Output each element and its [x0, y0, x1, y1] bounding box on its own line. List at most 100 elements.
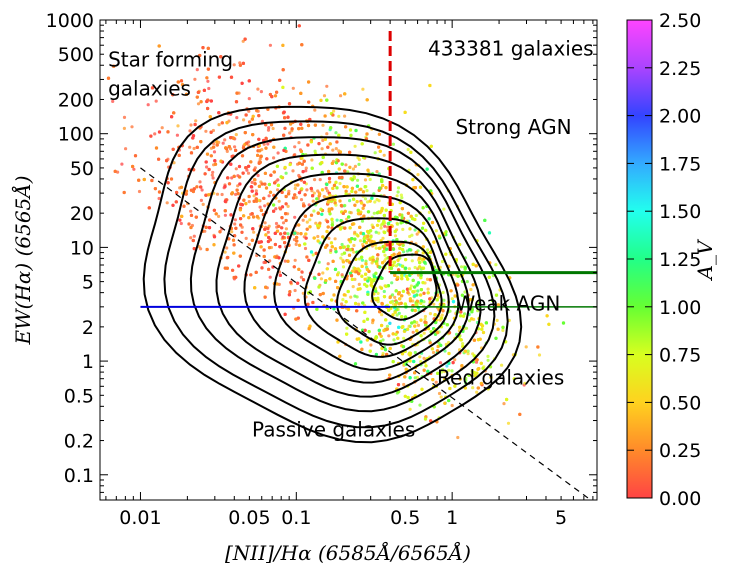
- scatter-point: [286, 204, 290, 208]
- scatter-point: [461, 342, 465, 346]
- scatter-point: [217, 123, 221, 127]
- scatter-point: [229, 213, 233, 217]
- scatter-point: [524, 345, 528, 349]
- scatter-point: [266, 230, 270, 234]
- scatter-point: [286, 259, 290, 263]
- scatter-point: [423, 314, 427, 319]
- scatter-point: [226, 255, 230, 260]
- scatter-point: [124, 147, 128, 151]
- scatter-point: [253, 178, 257, 182]
- scatter-point: [189, 213, 194, 217]
- scatter-point: [157, 196, 161, 201]
- scatter-point: [227, 182, 232, 186]
- scatter-point: [344, 163, 348, 167]
- scatter-point: [357, 302, 361, 306]
- scatter-point: [327, 236, 331, 240]
- scatter-point: [436, 371, 440, 375]
- scatter-point: [382, 219, 386, 223]
- scatter-point: [329, 248, 333, 252]
- scatter-point: [235, 188, 239, 192]
- scatter-point: [243, 131, 247, 135]
- scatter-point: [297, 24, 301, 28]
- scatter-point: [383, 224, 387, 228]
- scatter-point: [394, 289, 398, 293]
- scatter-point: [470, 317, 474, 321]
- scatter-point: [230, 176, 234, 180]
- scatter-point: [406, 395, 410, 400]
- scatter-point: [283, 231, 287, 235]
- scatter-point: [240, 230, 244, 234]
- scatter-point: [113, 169, 117, 173]
- scatter-point: [299, 198, 304, 202]
- scatter-point: [244, 202, 248, 206]
- scatter-point: [335, 318, 339, 322]
- scatter-point: [206, 67, 210, 71]
- scatter-point: [208, 218, 212, 222]
- scatter-point: [430, 347, 434, 351]
- scatter-point: [277, 256, 281, 260]
- scatter-point: [362, 237, 366, 241]
- scatter-point: [443, 401, 447, 405]
- scatter-point: [235, 91, 239, 95]
- scatter-point: [369, 229, 373, 233]
- scatter-point: [501, 325, 505, 329]
- scatter-point: [299, 232, 303, 236]
- scatter-point: [232, 243, 236, 247]
- scatter-point: [392, 338, 396, 342]
- scatter-point: [263, 227, 267, 231]
- scatter-point: [247, 242, 251, 246]
- scatter-point: [441, 367, 445, 372]
- scatter-point: [460, 364, 464, 368]
- scatter-point: [401, 325, 405, 329]
- scatter-point: [335, 218, 339, 222]
- scatter-point: [263, 221, 267, 225]
- scatter-point: [424, 228, 428, 232]
- scatter-point: [332, 109, 336, 113]
- scatter-point: [247, 97, 251, 101]
- scatter-point: [217, 111, 221, 115]
- scatter-point: [366, 229, 370, 234]
- scatter-point: [357, 257, 361, 261]
- scatter-point: [484, 321, 488, 325]
- scatter-point: [319, 207, 323, 211]
- scatter-point: [184, 92, 189, 96]
- scatter-point: [230, 230, 234, 234]
- scatter-point: [408, 234, 412, 239]
- scatter-point: [353, 230, 357, 234]
- scatter-point: [294, 317, 298, 321]
- scatter-point: [254, 197, 258, 201]
- scatter-point: [254, 270, 258, 274]
- scatter-point: [172, 111, 176, 115]
- scatter-point: [305, 255, 309, 259]
- scatter-point: [395, 238, 399, 242]
- scatter-point: [496, 303, 500, 307]
- scatter-point: [474, 360, 479, 364]
- scatter-point: [400, 315, 404, 319]
- scatter-point: [249, 273, 253, 277]
- scatter-point: [401, 243, 405, 247]
- scatter-point: [275, 164, 279, 168]
- scatter-point: [284, 171, 288, 175]
- scatter-point: [234, 167, 238, 171]
- scatter-point: [287, 192, 291, 196]
- scatter-point: [256, 173, 260, 178]
- scatter-point: [382, 328, 386, 333]
- scatter-point: [404, 367, 408, 371]
- scatter-point: [401, 345, 406, 349]
- scatter-point: [403, 302, 407, 306]
- scatter-point: [487, 275, 491, 279]
- scatter-point: [202, 88, 206, 92]
- scatter-point: [281, 221, 286, 225]
- scatter-point: [536, 345, 540, 349]
- scatter-point: [333, 201, 337, 205]
- scatter-point: [408, 248, 412, 252]
- scatter-point: [223, 138, 227, 142]
- scatter-point: [512, 377, 516, 381]
- scatter-point: [382, 249, 386, 254]
- scatter-point: [318, 162, 322, 166]
- scatter-point: [400, 216, 404, 220]
- scatter-point: [410, 308, 414, 312]
- scatter-point: [310, 158, 314, 162]
- scatter-point: [238, 182, 242, 186]
- scatter-point: [189, 123, 193, 127]
